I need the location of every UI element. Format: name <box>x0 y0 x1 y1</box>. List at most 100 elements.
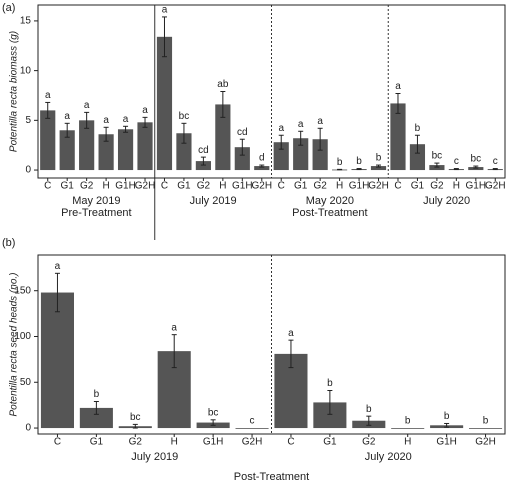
significance-letter: b <box>94 389 100 400</box>
y-tick-label: 0 <box>25 423 31 434</box>
significance-letter: b <box>376 153 382 164</box>
bar <box>79 120 95 171</box>
x-tick-label: G2 <box>430 181 444 192</box>
significance-letter: c <box>250 416 255 427</box>
panel-label: (b) <box>2 237 15 249</box>
error-bar <box>93 400 99 415</box>
bar <box>79 407 113 429</box>
x-tick-label: G1 <box>177 181 191 192</box>
x-tick-label: H <box>453 181 460 192</box>
error-bar <box>473 165 479 169</box>
error-bar <box>317 127 323 151</box>
bar <box>469 428 503 429</box>
group-label: May 2019 <box>72 195 120 207</box>
significance-letter: a <box>103 115 109 126</box>
x-tick-label: G2 <box>313 181 327 192</box>
y-tick-label: 50 <box>20 377 32 388</box>
error-bar <box>414 134 420 154</box>
error-bar <box>161 16 167 58</box>
significance-letter: c <box>493 156 498 167</box>
x-tick-label: C <box>54 437 61 448</box>
x-tick-label: C <box>287 437 294 448</box>
significance-letter: a <box>84 100 90 111</box>
x-tick-label: H <box>171 437 178 448</box>
error-bar <box>395 92 401 114</box>
plot-frame <box>37 4 506 179</box>
significance-letter: bc <box>432 151 443 162</box>
significance-letter: b <box>356 156 362 167</box>
significance-letter: a <box>171 322 177 333</box>
significance-letter: b <box>444 411 450 422</box>
significance-letter: bc <box>471 154 482 165</box>
significance-letter: a <box>55 261 61 272</box>
treatment-label: Post-Treatment <box>234 471 309 481</box>
x-tick-label: C <box>44 181 51 192</box>
x-tick-label: G2H <box>485 181 506 192</box>
significance-letter: a <box>298 119 304 130</box>
x-tick-label: C <box>278 181 285 192</box>
error-bar <box>259 164 265 168</box>
significance-letter: b <box>415 123 421 134</box>
bar <box>176 133 192 171</box>
error-bar <box>298 130 304 146</box>
error-bar <box>210 419 216 426</box>
significance-letter: a <box>162 5 168 16</box>
group-label: July 2019 <box>190 195 237 207</box>
significance-letter: bc <box>208 407 219 418</box>
bar <box>293 138 309 171</box>
error-bar <box>453 168 459 171</box>
error-bar <box>64 122 70 138</box>
bar <box>235 428 269 429</box>
bar <box>370 166 387 171</box>
error-bar <box>132 423 138 429</box>
error-bar <box>444 422 450 428</box>
bar <box>59 130 75 171</box>
error-bar <box>84 111 90 129</box>
error-bar <box>327 390 333 415</box>
bar <box>98 134 114 171</box>
y-axis-label: Potentilla recta biomass (g) <box>9 31 20 152</box>
significance-letter: bc <box>130 412 141 423</box>
treatment-label: Pre-Treatment <box>61 207 132 219</box>
significance-letter: a <box>45 90 51 101</box>
panel-label: (a) <box>2 2 15 14</box>
error-bar <box>239 138 245 156</box>
x-tick-label: C <box>394 181 401 192</box>
bar <box>137 122 153 171</box>
y-tick-label: 5 <box>25 115 31 126</box>
significance-letter: a <box>317 116 323 127</box>
significance-letter: c <box>454 156 459 167</box>
significance-letter: b <box>337 157 343 168</box>
error-bar <box>54 272 60 313</box>
plot-frame <box>37 254 506 435</box>
bar <box>117 129 134 171</box>
error-bar <box>366 415 372 426</box>
bar <box>156 36 173 171</box>
x-tick-label: G2 <box>80 181 94 192</box>
y-tick-label: 150 <box>14 285 31 296</box>
bar <box>409 144 426 171</box>
error-bar <box>434 162 440 168</box>
x-tick-label: G2 <box>129 437 143 448</box>
bar <box>254 166 270 171</box>
significance-letter: a <box>288 328 294 339</box>
error-bar <box>123 125 129 133</box>
x-tick-label: H <box>336 181 343 192</box>
x-tick-label: G1H <box>232 181 253 192</box>
x-tick-label: G2 <box>362 437 376 448</box>
bar <box>273 142 289 171</box>
x-tick-label: G1H <box>349 181 370 192</box>
x-tick-label: G1H <box>115 181 136 192</box>
significance-letter: cd <box>198 145 209 156</box>
significance-letter: a <box>395 81 401 92</box>
significance-letter: a <box>142 105 148 116</box>
y-axis-label: Potentilla recta seed heads (no.) <box>9 273 20 417</box>
x-tick-label: G1 <box>294 181 308 192</box>
x-tick-label: G1 <box>61 181 75 192</box>
error-bar <box>376 164 382 168</box>
x-tick-label: H <box>404 437 411 448</box>
bar <box>390 103 406 171</box>
error-bar <box>288 339 294 369</box>
x-tick-label: G2H <box>368 181 389 192</box>
